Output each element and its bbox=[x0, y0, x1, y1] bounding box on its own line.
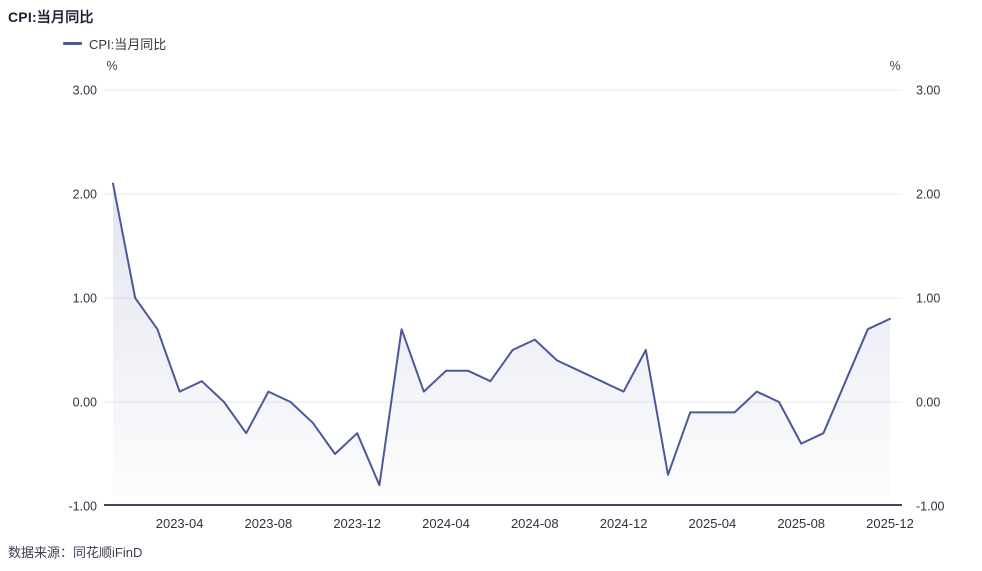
series-area-fill bbox=[113, 183, 890, 505]
data-source-note: 数据来源：同花顺iFinD bbox=[8, 545, 143, 560]
chart-title: CPI:当月同比 bbox=[8, 9, 94, 25]
x-axis-tick: 2024-08 bbox=[511, 516, 559, 531]
y-axis-unit-right: % bbox=[889, 59, 900, 73]
x-axis-tick: 2025-12 bbox=[866, 516, 914, 531]
y-axis-unit-left: % bbox=[106, 59, 117, 73]
y-axis-tick-right: 1.00 bbox=[916, 292, 940, 306]
legend-series-label: CPI:当月同比 bbox=[89, 37, 167, 52]
y-axis-tick-left: -1.00 bbox=[69, 500, 98, 514]
x-axis-tick: 2023-04 bbox=[156, 516, 204, 531]
y-axis-tick-left: 2.00 bbox=[73, 188, 97, 202]
series-line bbox=[112, 182, 891, 487]
y-axis-tick-left: 3.00 bbox=[73, 84, 97, 98]
x-axis-tick: 2023-08 bbox=[245, 516, 293, 531]
y-axis-tick-right: -1.00 bbox=[916, 500, 945, 514]
y-axis-tick-right: 3.00 bbox=[916, 84, 940, 98]
y-axis-tick-left: 0.00 bbox=[73, 396, 97, 410]
legend: CPI:当月同比 bbox=[63, 34, 166, 53]
legend-line-swatch bbox=[63, 42, 82, 45]
y-axis-tick-right: 2.00 bbox=[916, 188, 940, 202]
x-axis-tick: 2024-12 bbox=[600, 516, 648, 531]
y-axis-tick-left: 1.00 bbox=[73, 292, 97, 306]
x-axis-tick: 2024-04 bbox=[422, 516, 470, 531]
y-axis-tick-right: 0.00 bbox=[916, 396, 940, 410]
x-axis-tick: 2023-12 bbox=[333, 516, 381, 531]
x-axis-tick: 2025-04 bbox=[689, 516, 737, 531]
x-axis-tick: 2025-08 bbox=[777, 516, 825, 531]
